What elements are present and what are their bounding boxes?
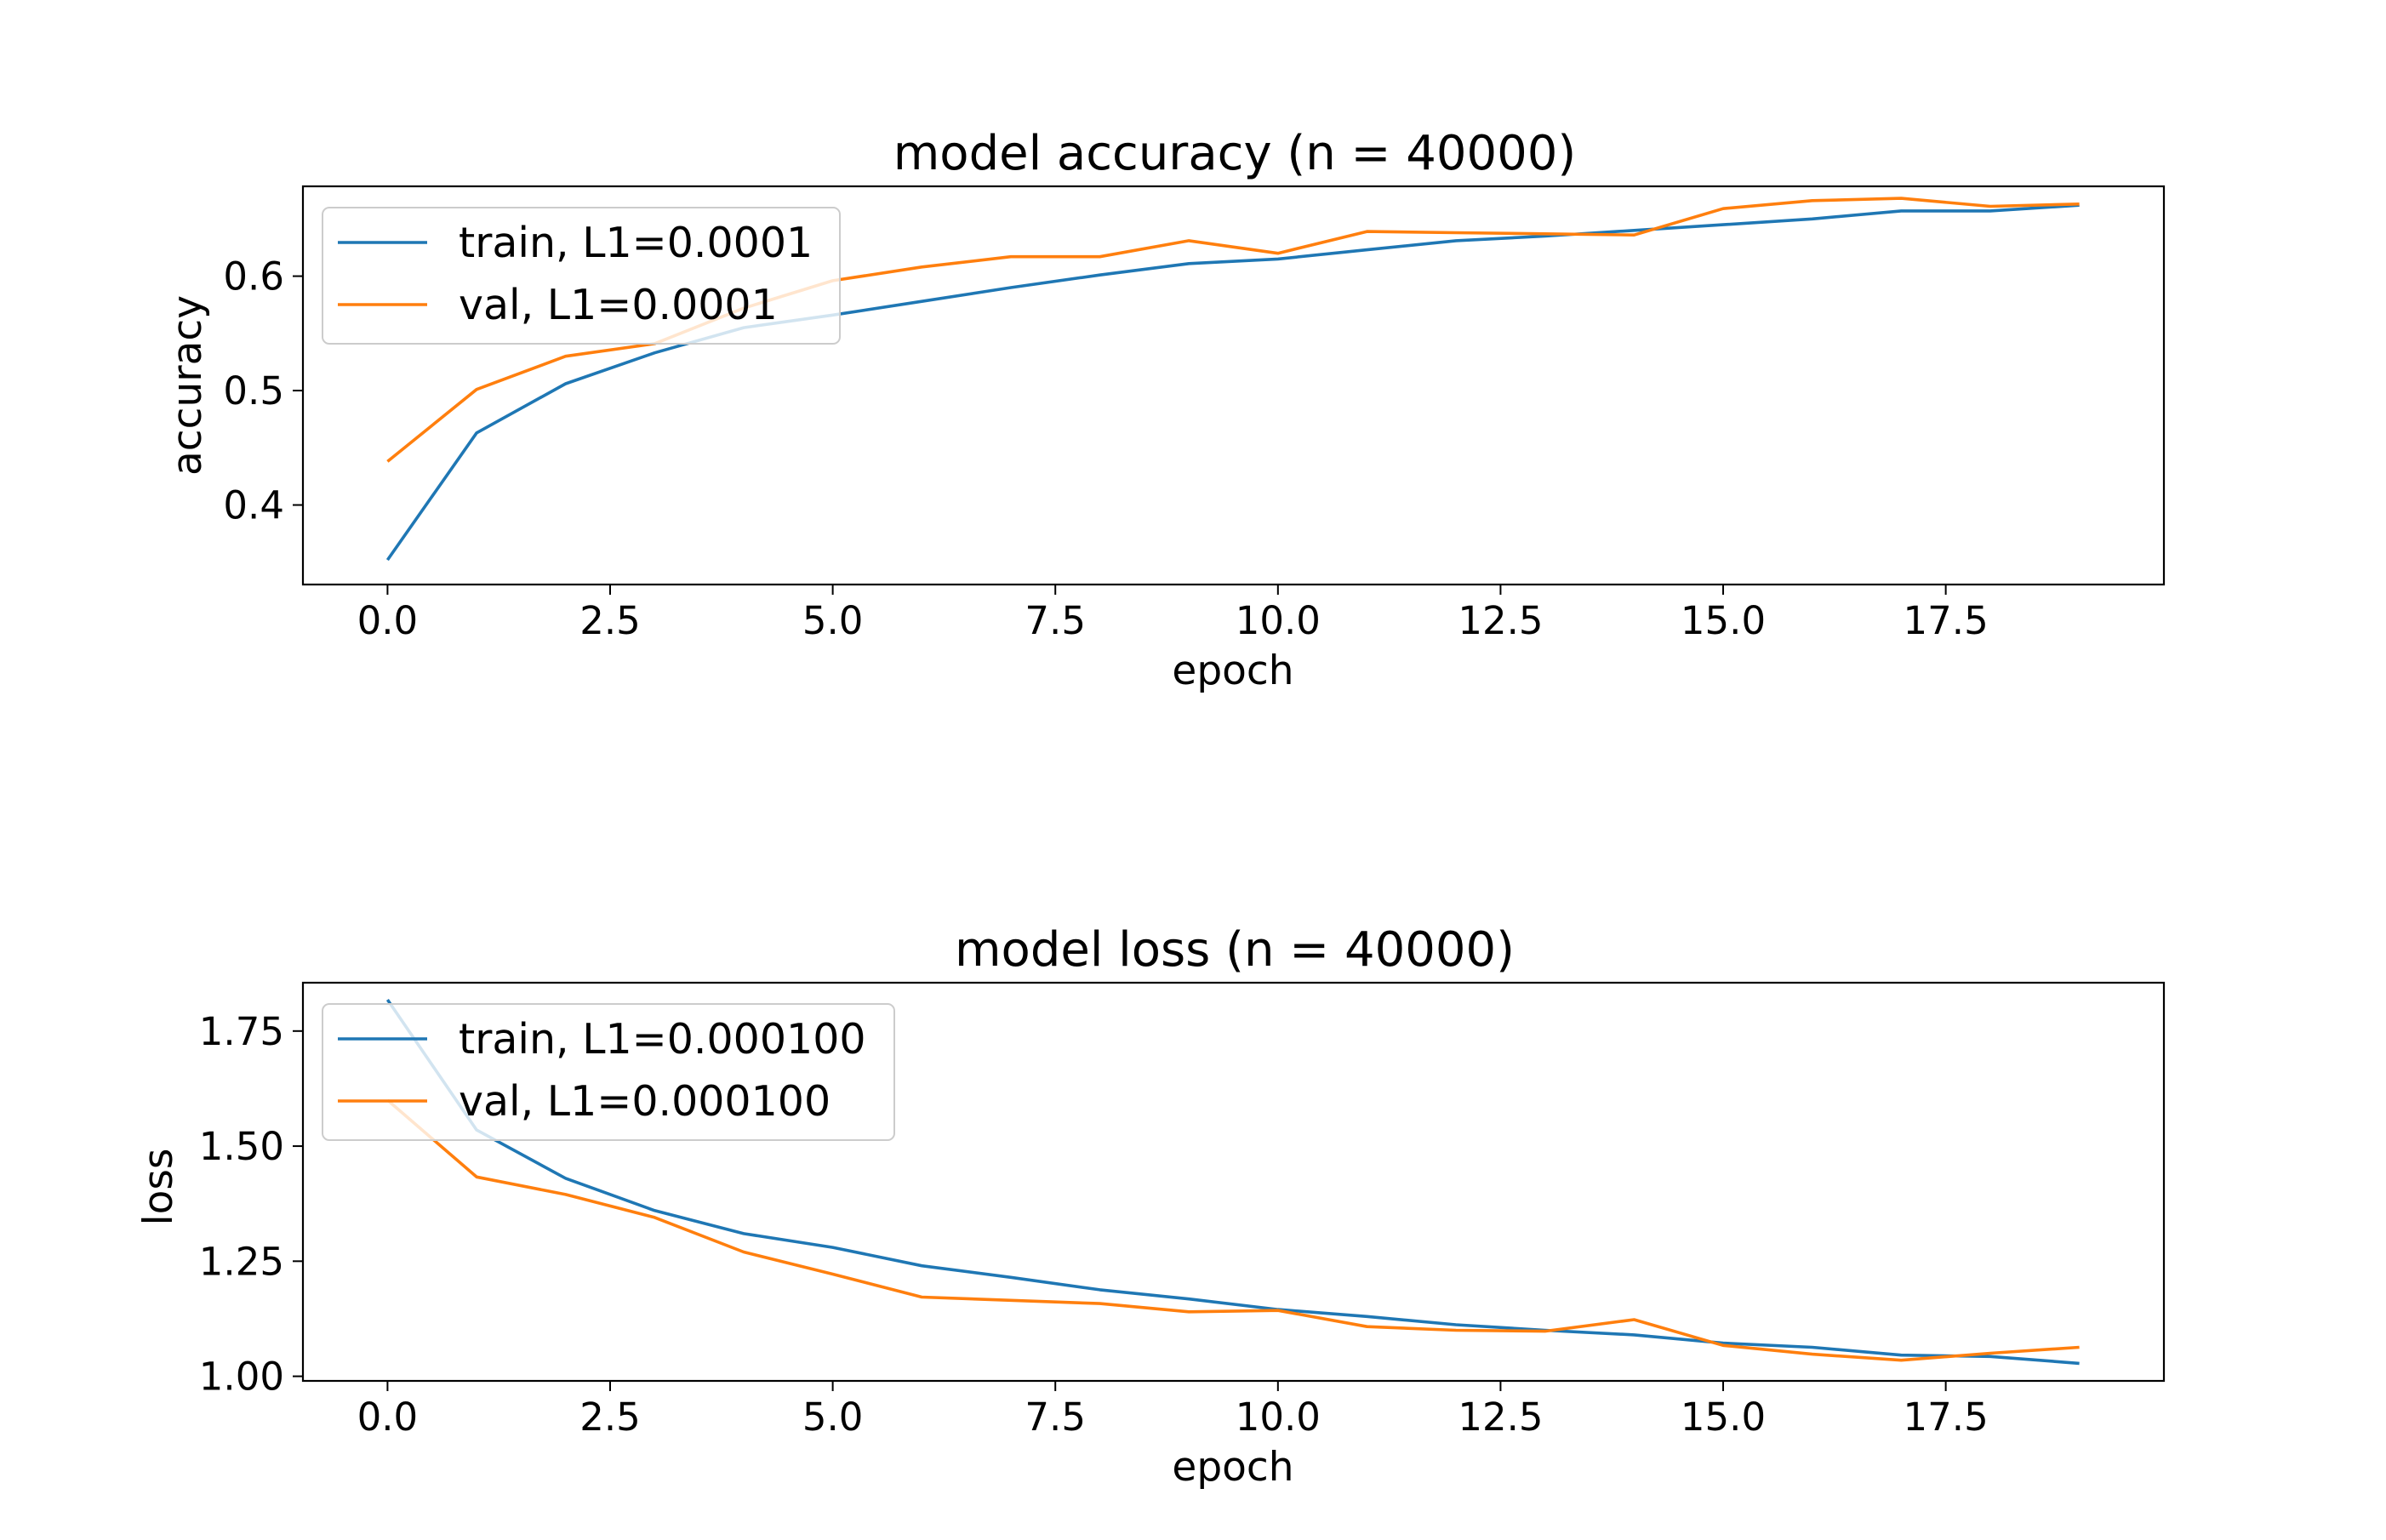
accuracy-y-axis-label: accuracy (164, 295, 211, 476)
accuracy-legend-box (322, 207, 841, 345)
loss-legend-train-label: train, L1=0.000100 (459, 1015, 866, 1064)
loss-y-tick-label: 1.50 (199, 1124, 284, 1169)
accuracy-y-tick-label: 0.5 (223, 368, 284, 414)
loss-y-tick-label: 1.25 (199, 1239, 284, 1284)
accuracy-x-tick-label: 10.0 (1236, 598, 1321, 643)
loss-y-axis-label: loss (135, 1149, 182, 1226)
loss-y-tick-label: 1.75 (199, 1009, 284, 1054)
loss-y-tick-label: 1.00 (199, 1355, 284, 1400)
accuracy-x-tick-label: 2.5 (579, 598, 641, 643)
loss-x-tick-label: 2.5 (579, 1395, 641, 1440)
loss-x-tick-label: 12.5 (1458, 1395, 1543, 1440)
loss-plot-frame (301, 981, 2166, 1383)
loss-plot-lines (385, 998, 2080, 1366)
accuracy-x-tick-label: 17.5 (1904, 598, 1989, 643)
loss-legend-val-label: val, L1=0.000100 (459, 1077, 831, 1126)
accuracy-y-tick-label: 0.4 (223, 483, 284, 528)
accuracy-x-tick-label: 7.5 (1025, 598, 1086, 643)
loss-x-tick-label: 0.0 (357, 1395, 419, 1440)
accuracy-y-axis: 0.4 0.5 0.6 (223, 254, 303, 528)
loss-x-axis: 0.0 2.5 5.0 7.5 10.0 12.5 15.0 17.5 (357, 1381, 1989, 1440)
accuracy-plot-frame (301, 185, 2166, 586)
loss-y-axis: 1.00 1.25 1.50 1.75 (199, 1009, 303, 1400)
loss-subplot: model loss (n = 40000) 0.0 2.5 5.0 7.5 10.0 1… (135, 922, 2166, 1491)
loss-chart-title: model loss (n = 40000) (955, 922, 1515, 978)
loss-x-axis-label: epoch (1172, 1444, 1293, 1491)
loss-x-tick-label: 15.0 (1681, 1395, 1766, 1440)
accuracy-x-axis-label: epoch (1172, 647, 1293, 694)
accuracy-x-tick-label: 0.0 (357, 598, 419, 643)
loss-legend-box (322, 1003, 895, 1141)
accuracy-x-axis: 0.0 2.5 5.0 7.5 10.0 12.5 15.0 17.5 (357, 585, 1989, 643)
loss-val-line (386, 1098, 2080, 1362)
accuracy-chart-title: model accuracy (n = 40000) (893, 126, 1576, 181)
loss-x-tick-label: 17.5 (1904, 1395, 1989, 1440)
accuracy-y-tick-label: 0.6 (223, 254, 284, 299)
loss-legend: train, L1=0.000100 val, L1=0.000100 (322, 1003, 895, 1141)
loss-x-tick-label: 7.5 (1025, 1395, 1086, 1440)
loss-train-line (385, 998, 2080, 1366)
accuracy-subplot: model accuracy (n = 40000) 0.0 2.5 5.0 7.5 1… (164, 126, 2166, 694)
loss-x-tick-label: 10.0 (1236, 1395, 1321, 1440)
loss-x-tick-label: 5.0 (802, 1395, 864, 1440)
accuracy-x-tick-label: 5.0 (802, 598, 864, 643)
accuracy-x-tick-label: 12.5 (1458, 598, 1543, 643)
accuracy-legend: train, L1=0.0001 val, L1=0.0001 (322, 207, 841, 345)
accuracy-legend-train-label: train, L1=0.0001 (459, 219, 813, 267)
accuracy-x-tick-label: 15.0 (1681, 598, 1766, 643)
accuracy-train-line (385, 203, 2080, 562)
accuracy-legend-val-label: val, L1=0.0001 (459, 281, 778, 329)
